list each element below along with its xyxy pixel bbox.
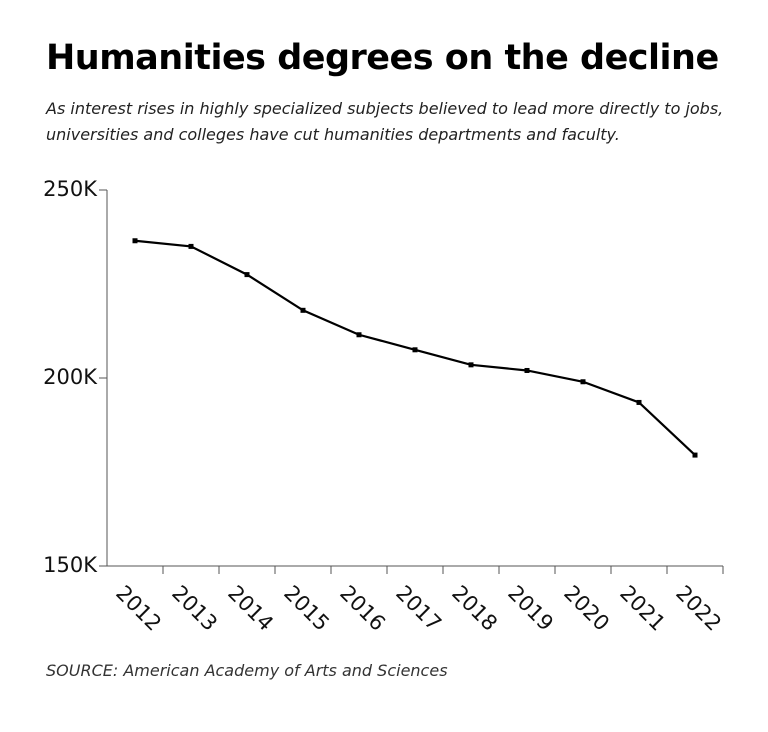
- x-tick-label: 2014: [223, 581, 278, 636]
- y-tick-label: 200K: [43, 365, 98, 389]
- point: [468, 362, 474, 368]
- x-tick-label: 2012: [111, 581, 166, 636]
- chart-subtitle: As interest rises in highly specialized …: [46, 99, 724, 144]
- x-tick-label: 2021: [615, 581, 670, 636]
- x-tick-label: 2018: [447, 581, 502, 636]
- chart-title: Humanities degrees on the decline: [46, 38, 719, 78]
- x-tick-label: 2022: [671, 581, 726, 636]
- point: [132, 238, 138, 244]
- point: [244, 272, 250, 278]
- x-tick-label: 2013: [167, 581, 222, 636]
- x-tick-label: 2015: [279, 581, 334, 636]
- point: [636, 399, 642, 405]
- x-tick-label: 2020: [559, 581, 614, 636]
- point: [412, 347, 418, 353]
- x-tick-label: 2016: [335, 581, 390, 636]
- source: SOURCE: American Academy of Arts and Sci…: [46, 661, 448, 680]
- point: [524, 367, 530, 373]
- y-tick-label: 250K: [43, 177, 98, 201]
- point: [580, 379, 586, 385]
- point: [188, 243, 194, 249]
- x-tick-label: 2019: [503, 581, 558, 636]
- point: [692, 452, 698, 458]
- chart: 150K 200K 250K 2012 2013 2014 2015 2016 2017 2018…: [43, 177, 726, 636]
- point: [356, 332, 362, 338]
- point: [300, 307, 306, 313]
- x-tick-label: 2017: [391, 581, 446, 636]
- y-tick-label: 150K: [43, 553, 98, 577]
